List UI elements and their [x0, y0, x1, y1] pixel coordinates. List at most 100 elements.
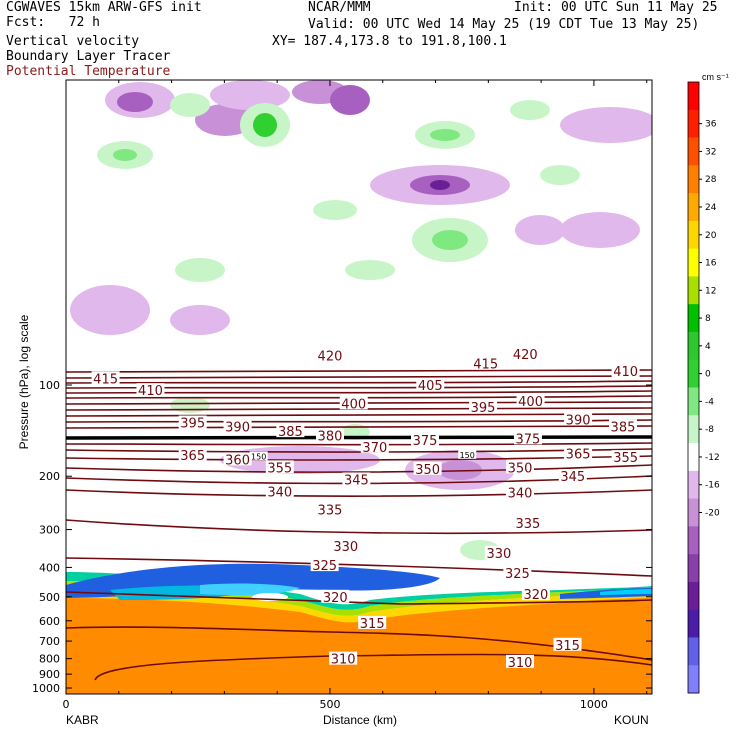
colorbar-tick-label: 28	[705, 175, 717, 185]
contour-label-bg	[360, 439, 389, 453]
contour-label-bg	[564, 412, 593, 426]
y-tick-label: 500	[39, 591, 60, 604]
left-endpoint-label: KABR	[66, 713, 99, 727]
colorbar-tick-label: -12	[705, 453, 720, 463]
colorbar-segment	[688, 248, 699, 277]
colorbar-segment	[688, 554, 699, 583]
colorbar-units: cm s⁻¹	[702, 72, 729, 82]
colorbar-segment	[688, 415, 699, 444]
contour-label-bg	[611, 450, 640, 464]
y-tick-label: 700	[39, 635, 60, 648]
contour-label: 400	[341, 397, 366, 412]
contour-label: 325	[312, 559, 337, 574]
y-tick-label: 1000	[32, 682, 60, 695]
colorbar-segment	[688, 193, 699, 222]
colorbar-tick-label: 16	[705, 259, 717, 269]
contour-label-bg	[276, 424, 305, 438]
contour-label-bg	[265, 460, 294, 474]
contour-label: 395	[180, 417, 205, 432]
contour-label: 350	[415, 463, 440, 478]
colorbar-segment	[688, 665, 699, 694]
boundary-layer-tracer-fill	[66, 563, 652, 694]
contour-label-bg	[469, 399, 498, 413]
y-tick-label: 800	[39, 653, 60, 666]
contour-label-bg	[564, 446, 593, 460]
contour-label-bg	[315, 348, 344, 362]
contour-label-bg	[223, 452, 252, 466]
colorbar-segment	[688, 165, 699, 194]
contour-label: 355	[267, 461, 292, 476]
colorbar-tick-label: 4	[705, 342, 711, 352]
model-title: CGWAVES 15km ARW-GFS init	[6, 0, 202, 15]
contour-label-bg	[506, 460, 535, 474]
contour-label: 385	[278, 425, 303, 440]
cross-section-endpoints: XY= 187.4,173.8 to 191.8,100.1	[272, 34, 507, 49]
field-potential-temperature: Potential Temperature	[6, 64, 171, 79]
contour-label-bg	[331, 539, 360, 553]
contour-label-bg	[310, 558, 339, 572]
contour-label: 345	[344, 473, 369, 488]
y-tick-label: 400	[39, 561, 60, 574]
contour-label: 330	[486, 547, 511, 562]
colorbar-tick-label: 12	[705, 286, 716, 296]
contour-label-bg	[611, 364, 640, 378]
contour-label: 375	[413, 434, 438, 449]
contour-label-bg	[503, 566, 532, 580]
contour-label-bg	[329, 651, 358, 665]
tropopause-label: 150	[460, 451, 475, 460]
colorbar-tick-label: 24	[705, 203, 717, 213]
contour-label-bg	[608, 419, 637, 433]
contour-label-bg	[315, 502, 344, 516]
plot-frame	[65, 79, 653, 695]
y-axis-title: Pressure (hPa), log scale	[17, 314, 31, 450]
contour-label: 310	[508, 656, 533, 671]
contour-label-bg	[136, 383, 165, 397]
contour-label: 350	[508, 461, 533, 476]
colorbar-segment	[688, 331, 699, 361]
colorbar-tick-label: 8	[705, 314, 711, 324]
contour-label-bg	[358, 615, 387, 629]
colorbar-segment	[688, 526, 699, 555]
colorbar-tick-label: 32	[705, 147, 716, 157]
colorbar-segment	[688, 498, 699, 527]
contour-label: 320	[523, 588, 548, 603]
colorbar-tick-label: 20	[705, 231, 717, 241]
contour-label: 310	[331, 653, 356, 668]
field-boundary-layer-tracer: Boundary Layer Tracer	[6, 49, 171, 64]
contour-label: 400	[518, 395, 543, 410]
contour-label: 385	[611, 420, 636, 435]
init-time: Init: 00 UTC Sun 11 May 25	[514, 0, 718, 15]
colorbar-tick-label: 36	[705, 120, 717, 130]
x-tick-label: 0	[63, 698, 70, 711]
contour-label-bg	[553, 637, 582, 651]
y-tick-label: 300	[39, 524, 60, 537]
y-tick-label: 900	[39, 668, 60, 681]
potential-temperature-contours	[66, 369, 652, 681]
colorbar-segment	[688, 470, 699, 500]
contour-label: 355	[613, 451, 638, 466]
x-axis-title: Distance (km)	[322, 713, 397, 727]
contour-label-bg	[91, 371, 120, 385]
colorbar-tick-label: -20	[705, 508, 720, 518]
tropopause-label-bg	[249, 451, 268, 461]
contour-label: 390	[225, 420, 250, 435]
y-tick-label: 100	[39, 379, 60, 392]
contour-label: 410	[613, 365, 638, 380]
contour-label-bg	[315, 428, 344, 442]
contour-label: 335	[318, 504, 343, 519]
colorbar-segment	[688, 82, 699, 111]
contour-label: 315	[555, 639, 580, 654]
contour-label: 340	[508, 486, 533, 501]
x-tick-label: 1000	[580, 698, 608, 711]
colorbar-tick-label: -8	[705, 425, 714, 435]
colorbar-segment	[688, 220, 699, 250]
contour-label: 420	[513, 348, 538, 363]
colorbar-segment	[688, 109, 699, 139]
contour-label-bg	[513, 515, 542, 529]
contour-label: 420	[318, 350, 343, 365]
contour-label: 370	[362, 441, 387, 456]
colorbar-tick-label: 0	[705, 370, 711, 380]
y-tick-label: 600	[39, 615, 60, 628]
contour-label: 365	[180, 449, 205, 464]
